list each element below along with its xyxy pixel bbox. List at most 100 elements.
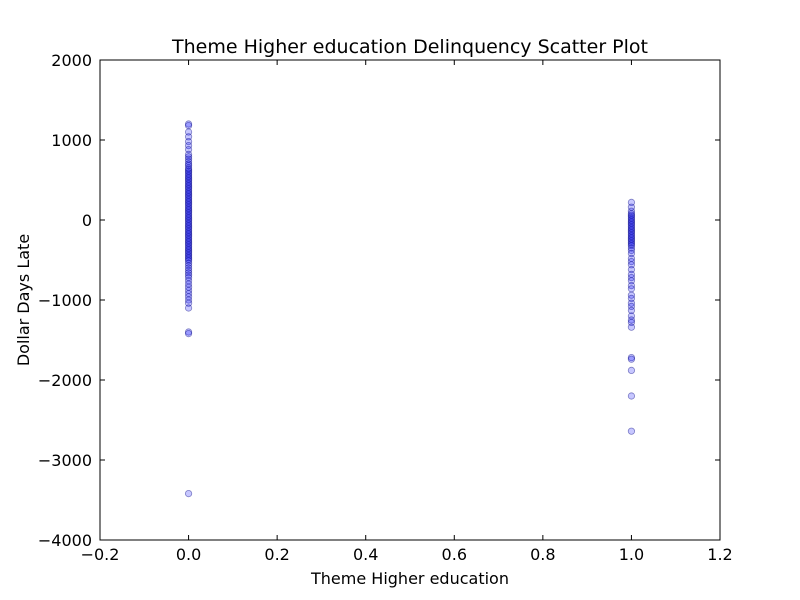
scatter-point (184, 220, 193, 228)
scatter-point (184, 299, 193, 307)
scatter-point (184, 166, 193, 174)
scatter-point (184, 201, 193, 209)
scatter-point (184, 150, 193, 158)
scatter-point (627, 218, 636, 226)
scatter-point (184, 234, 193, 242)
scatter-point (627, 318, 636, 326)
scatter-point (184, 223, 193, 231)
x-tick-label: 0.2 (264, 545, 289, 564)
scatter-point (627, 246, 636, 254)
scatter-point (627, 273, 636, 282)
scatter-point (627, 216, 636, 224)
scatter-point (627, 306, 636, 314)
scatter-point (627, 427, 636, 435)
scatter-point (627, 250, 636, 258)
y-tick-label: −1000 (38, 291, 92, 310)
y-tick-label: −2000 (38, 371, 92, 390)
scatter-point (184, 146, 193, 154)
x-axis-label: Theme Higher education (310, 569, 509, 588)
scatter-point (184, 246, 193, 254)
scatter-point (627, 316, 636, 324)
scatter-point (627, 285, 636, 293)
scatter-point (627, 244, 636, 252)
scatter-point (184, 128, 193, 136)
x-tick-label: −0.2 (81, 545, 120, 564)
scatter-point (184, 199, 193, 207)
ticks-layer: −0.2 0.0 0.2 0.4 0.6 0.8 1.0 1.2 −4000 −3000 −2000… (38, 51, 733, 564)
scatter-point (184, 138, 193, 146)
scatter-point (184, 257, 193, 265)
scatter-point (184, 249, 193, 257)
scatter-point (184, 329, 193, 338)
scatter-point (184, 202, 193, 210)
scatter-point (627, 198, 636, 206)
scatter-point (184, 280, 193, 288)
scatter-point (627, 238, 636, 246)
scatter-point (627, 232, 636, 240)
scatter-point (627, 229, 636, 237)
scatter-point (184, 286, 193, 294)
scatter-point (627, 235, 636, 243)
scatter-point (184, 172, 193, 180)
scatter-point (184, 164, 193, 172)
scatter-point (627, 261, 636, 269)
scatter-point (184, 252, 193, 260)
scatter-point (184, 250, 193, 258)
scatter-point (627, 221, 636, 229)
scatter-point (627, 224, 636, 232)
scatter-point (627, 227, 636, 235)
scatter-point (184, 190, 193, 198)
scatter-point (627, 366, 636, 374)
scatter-point (184, 264, 193, 272)
scatter-point (184, 283, 193, 291)
scatter-point (184, 180, 193, 188)
points-layer (184, 120, 636, 498)
scatter-point (184, 231, 193, 239)
scatter-point (184, 142, 193, 150)
scatter-point (184, 194, 193, 202)
scatter-point (184, 196, 193, 204)
scatter-point (184, 185, 193, 193)
scatter-point (184, 162, 193, 170)
scatter-point (184, 188, 193, 196)
scatter-point (184, 255, 193, 263)
y-axis-label: Dollar Days Late (14, 234, 33, 366)
scatter-point (184, 160, 193, 168)
scatter-point (184, 183, 193, 191)
scatter-point (184, 296, 193, 304)
scatter-point (184, 207, 193, 215)
scatter-point (184, 177, 193, 185)
scatter-point (184, 226, 193, 234)
scatter-point (184, 214, 193, 222)
scatter-point (627, 299, 636, 307)
scatter-point (184, 204, 193, 212)
scatter-point (184, 133, 193, 141)
scatter-point (184, 236, 193, 244)
scatter-point (184, 304, 193, 312)
scatter-point (184, 122, 193, 130)
x-tick-label: 0.0 (176, 545, 201, 564)
scatter-point (184, 222, 193, 230)
scatter-point (184, 120, 193, 128)
scatter-point (184, 153, 193, 161)
scatter-point (184, 241, 193, 249)
x-tick-label: 0.4 (353, 545, 378, 564)
scatter-point (184, 193, 193, 201)
scatter-point (184, 328, 193, 336)
scatter-point (184, 191, 193, 199)
y-tick-label: −4000 (38, 531, 92, 550)
scatter-point (184, 244, 193, 252)
scatter-point (627, 281, 636, 290)
scatter-point (627, 265, 636, 274)
scatter-point (627, 291, 636, 299)
scatter-point (184, 228, 193, 236)
scatter-point (184, 259, 193, 267)
x-tick-label: 1.2 (707, 545, 732, 564)
scatter-point (184, 238, 193, 246)
scatter-point (627, 222, 636, 230)
scatter-point (627, 294, 636, 302)
scatter-point (184, 210, 193, 218)
x-tick-label: 0.6 (442, 545, 467, 564)
